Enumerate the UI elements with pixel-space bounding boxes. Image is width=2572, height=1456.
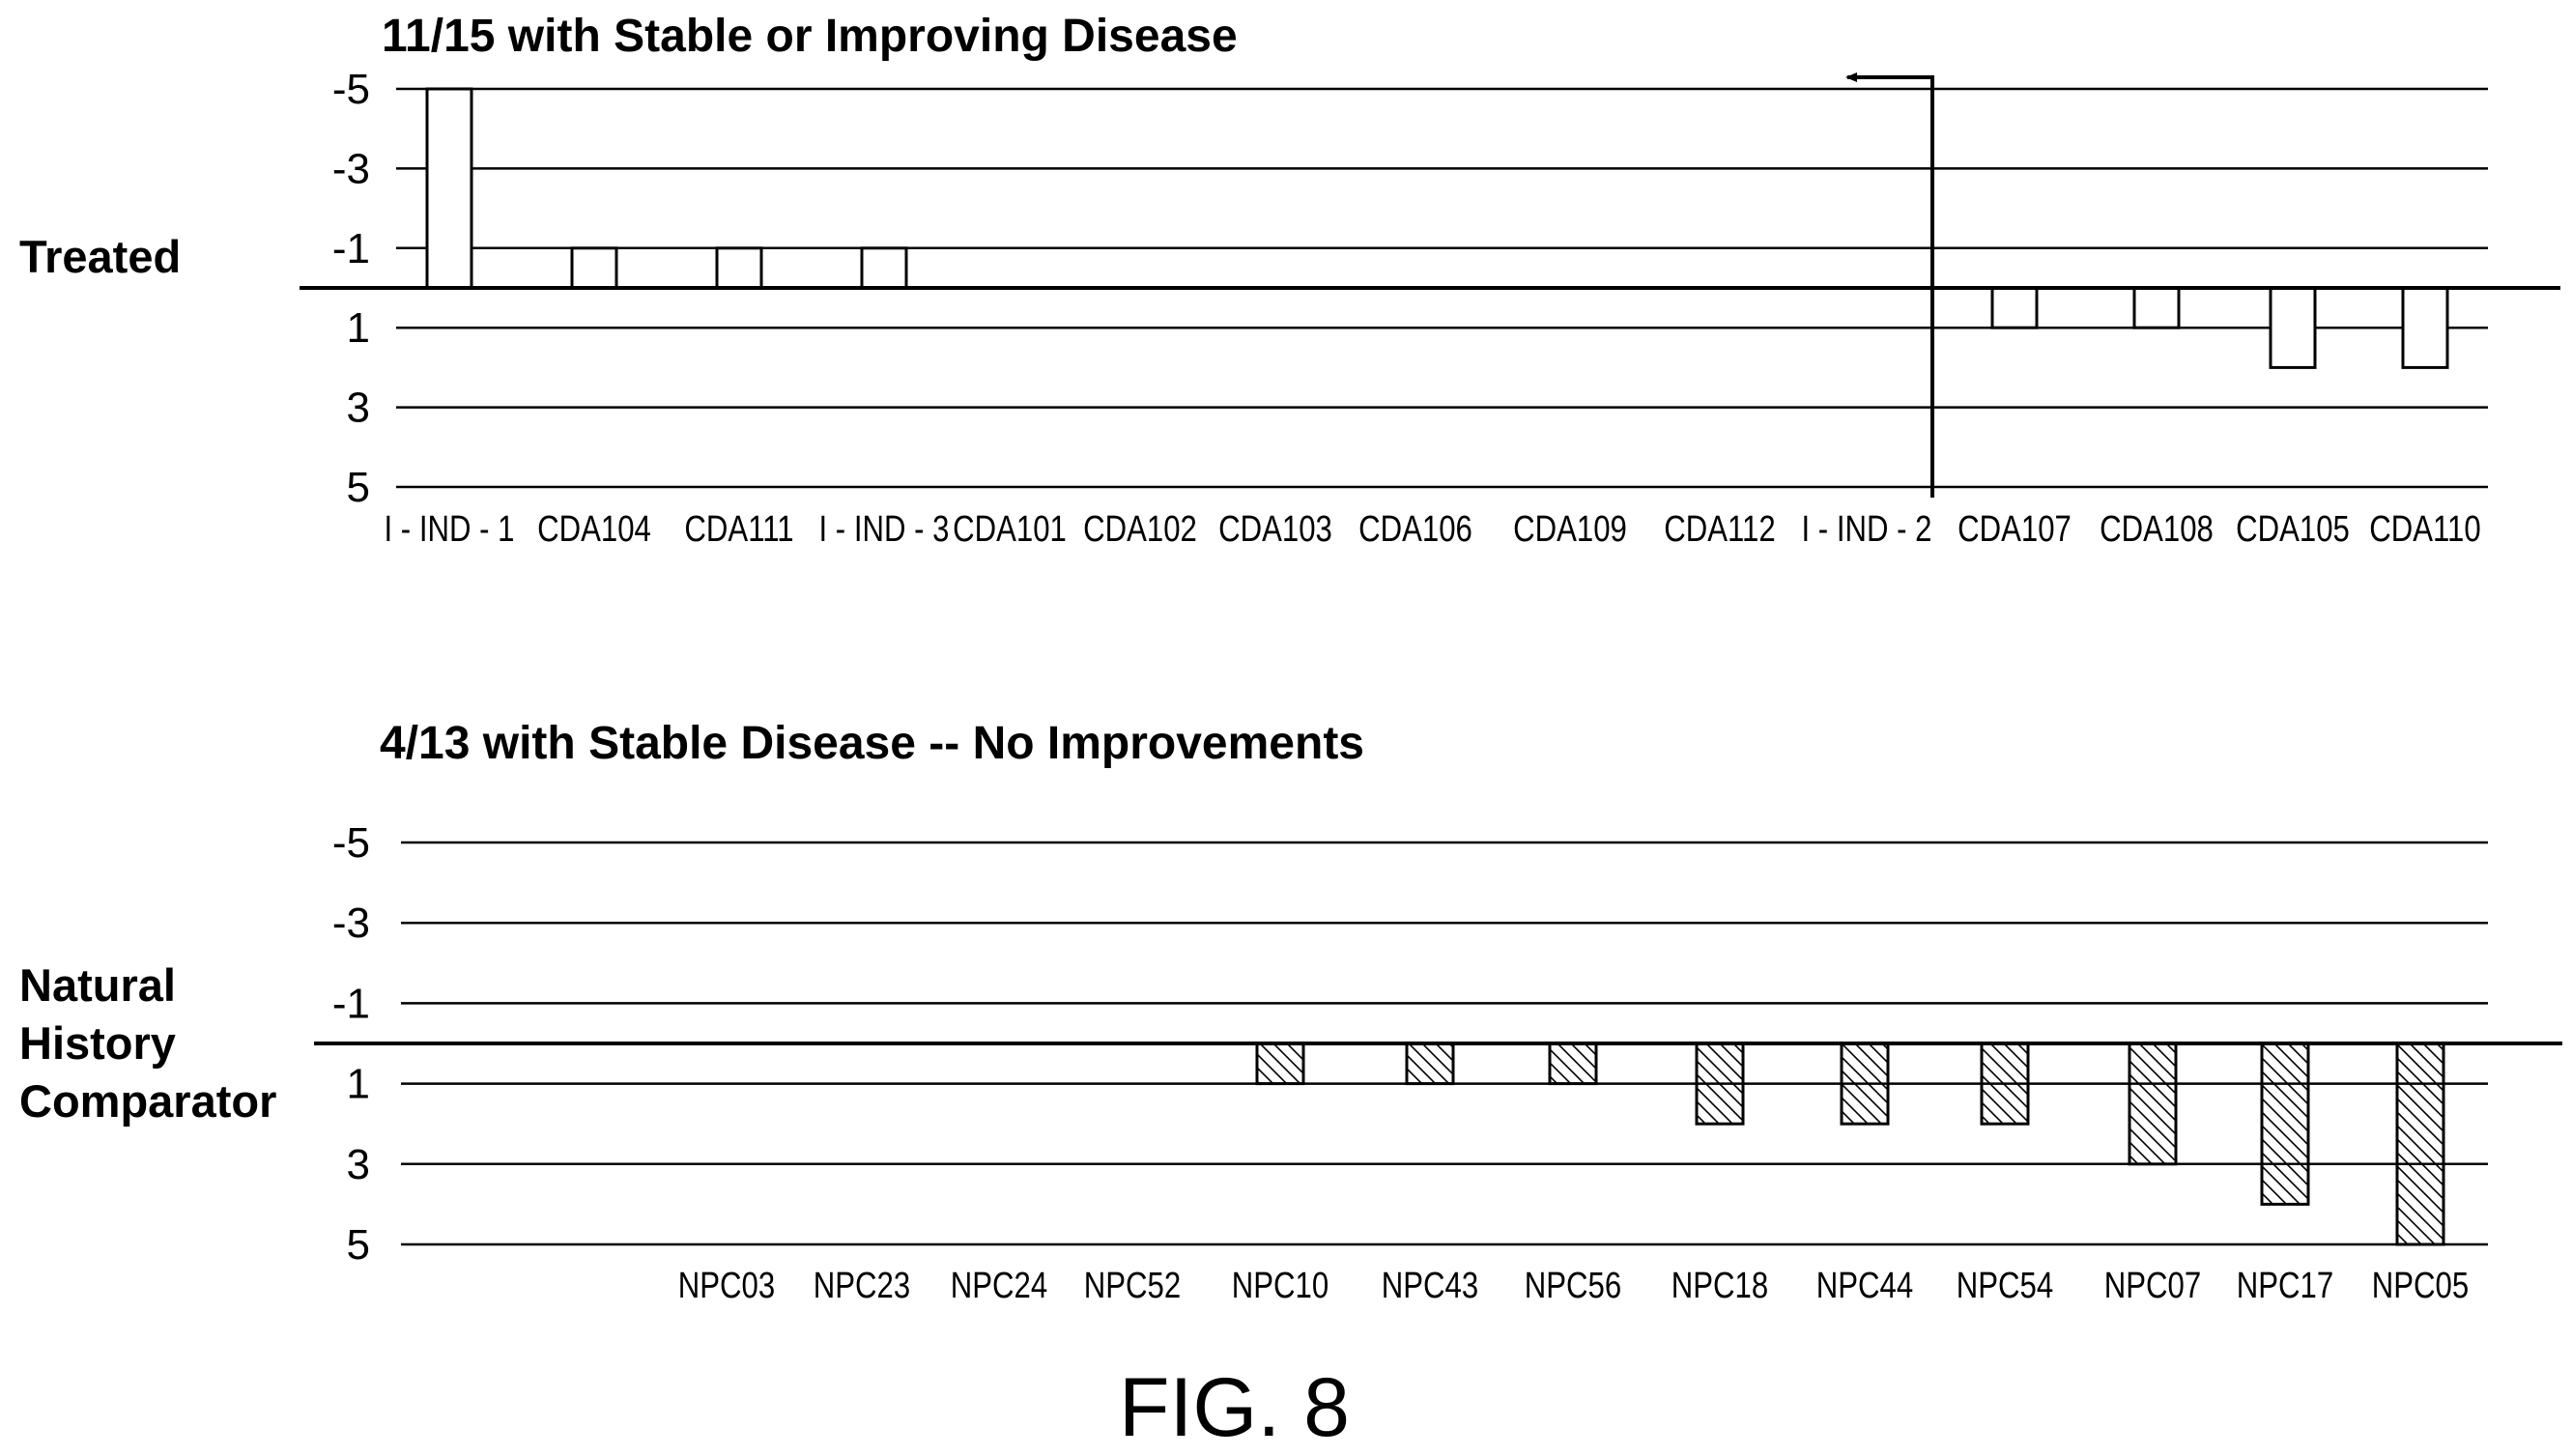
bar [1990,286,2039,329]
category-label: CDA105 [2236,509,2350,550]
category-label: I - IND - 1 [385,509,515,550]
category-label: I - IND - 2 [1802,509,1932,550]
category-label: NPC56 [1525,1266,1621,1306]
category-label: CDA107 [1958,509,2072,550]
category-label: CDA101 [953,509,1067,550]
bar [2401,286,2449,369]
y-tick-label: 1 [347,304,370,352]
category-label: NPC23 [814,1266,910,1306]
category-label: NPC43 [1382,1266,1478,1306]
y-tick-label: 5 [347,464,370,511]
y-tick-label: 3 [347,385,370,432]
category-label: NPC07 [2104,1266,2201,1306]
category-label: I - IND - 3 [819,509,950,550]
category-label: NPC03 [678,1266,775,1306]
category-label: NPC52 [1084,1266,1181,1306]
y-tick-label: -1 [332,225,370,272]
bar [1695,1042,1745,1126]
category-label: CDA109 [1513,509,1627,550]
bar [570,246,618,290]
category-label: NPC10 [1232,1266,1329,1306]
bar [2128,1042,2178,1166]
category-label: CDA108 [2100,509,2214,550]
bar [1548,1042,1598,1086]
y-tick-label: 3 [347,1141,370,1188]
category-label: NPC44 [1816,1266,1913,1306]
bar [1840,1042,1890,1126]
category-label: CDA104 [537,509,651,550]
y-tick-label: 5 [347,1221,370,1269]
y-tick-label: -1 [332,980,370,1027]
bar [2260,1042,2310,1206]
treated-chart-title: 11/15 with Stable or Improving Disease [382,11,1238,62]
category-label: CDA106 [1358,509,1472,550]
bar [860,246,908,290]
y-tick-label: -3 [332,899,370,947]
bar [715,246,763,290]
bar [1980,1042,2030,1126]
category-label: CDA112 [1664,509,1775,550]
y-tick-label: -5 [332,819,370,867]
treated-chart: -5 -3 -1 1 3 5 I - IND - 1 CDA104 CDA111 I - IND … [300,66,2560,550]
category-label: NPC54 [1957,1266,2053,1306]
comparator-chart-title: 4/13 with Stable Disease -- No Improveme… [380,718,1364,769]
category-label: NPC24 [951,1266,1047,1306]
y-tick-label: 1 [347,1061,370,1108]
bar [2269,286,2317,369]
category-label: CDA110 [2369,509,2480,550]
category-label: CDA103 [1218,509,1332,550]
category-label: CDA111 [684,509,793,550]
comparator-row-label: Natural History Comparator [19,959,277,1127]
category-label: CDA102 [1083,509,1197,550]
comparator-chart: -5 -3 -1 1 3 5 NPC03 NPC23 NPC24 NPC52 NPC10 NPC43 N… [314,819,2562,1306]
category-label: NPC18 [1672,1266,1768,1306]
y-tick-label: -3 [332,145,370,192]
bar [425,87,473,290]
figure-label: FIG. 8 [1119,1361,1350,1454]
category-label: NPC05 [2372,1266,2469,1306]
category-label: NPC17 [2237,1266,2333,1306]
bar [1255,1042,1305,1086]
bar [2132,286,2181,329]
bar [1405,1042,1455,1086]
y-tick-label: -5 [332,66,370,113]
bar [2395,1042,2445,1246]
treated-row-label: Treated [19,231,182,282]
arrow-annotation [1845,72,1934,498]
